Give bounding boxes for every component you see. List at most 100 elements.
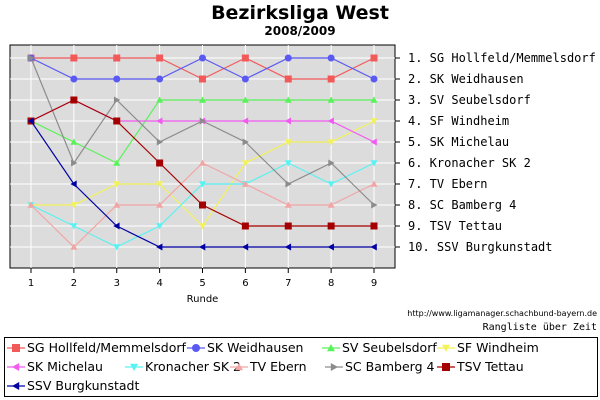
x-tick-label: 9 bbox=[371, 278, 377, 289]
data-point bbox=[199, 201, 206, 209]
rank-label: 9. TSV Tettau bbox=[408, 219, 502, 233]
rank-label: 8. SC Bamberg 4 bbox=[408, 198, 516, 212]
legend-swatch bbox=[187, 344, 205, 352]
data-point bbox=[27, 201, 35, 208]
legend-swatch bbox=[325, 363, 343, 371]
data-point bbox=[327, 243, 334, 251]
data-point bbox=[156, 54, 164, 62]
data-point bbox=[328, 159, 335, 167]
legend-label: SK Michelau bbox=[27, 359, 103, 374]
data-point bbox=[192, 344, 200, 352]
data-point bbox=[156, 138, 164, 146]
x-tick-label: 7 bbox=[285, 278, 291, 289]
data-point bbox=[199, 223, 206, 230]
data-point bbox=[371, 201, 378, 209]
data-point bbox=[370, 75, 378, 83]
data-point bbox=[241, 117, 249, 125]
data-point bbox=[28, 54, 35, 62]
data-point bbox=[442, 344, 450, 352]
data-point bbox=[370, 222, 378, 230]
data-point bbox=[113, 201, 121, 208]
data-point bbox=[241, 54, 249, 62]
data-point bbox=[113, 181, 121, 188]
data-point bbox=[284, 139, 292, 146]
data-point bbox=[156, 159, 164, 167]
data-point bbox=[71, 159, 78, 167]
data-point bbox=[241, 222, 249, 230]
data-point bbox=[113, 96, 121, 104]
data-point bbox=[370, 118, 378, 125]
data-point bbox=[156, 243, 163, 251]
legend-swatch bbox=[7, 382, 25, 390]
legend-label: SSV Burgkunstadt bbox=[27, 378, 140, 393]
data-point bbox=[284, 75, 292, 83]
x-tick-label: 1 bbox=[28, 278, 34, 289]
legend-swatch bbox=[322, 344, 340, 352]
data-point bbox=[199, 243, 206, 251]
data-point bbox=[370, 54, 378, 62]
rank-label: 2. SK Weidhausen bbox=[408, 72, 524, 86]
series-sc-bamberg-4 bbox=[28, 54, 378, 209]
rank-label: 5. SK Michelau bbox=[408, 135, 509, 149]
data-point bbox=[70, 202, 78, 209]
data-point bbox=[70, 223, 78, 230]
data-point bbox=[327, 117, 334, 125]
chart-subtitle: 2008/2009 bbox=[264, 24, 336, 38]
legend-swatch bbox=[437, 363, 455, 371]
data-point bbox=[442, 363, 450, 371]
credit-url: http://www.ligamanager.schachbund-bayern… bbox=[407, 309, 597, 318]
data-point bbox=[199, 96, 206, 103]
data-point bbox=[327, 181, 335, 188]
data-point bbox=[370, 180, 378, 187]
data-point bbox=[70, 180, 77, 188]
legend: SG Hollfeld/Memmelsdorf SK Weidhausen SV S… bbox=[4, 337, 598, 397]
credit-caption: Rangliste über Zeit bbox=[482, 322, 597, 333]
data-point bbox=[327, 139, 335, 146]
data-point bbox=[235, 363, 243, 371]
data-point bbox=[156, 201, 164, 208]
data-point bbox=[113, 159, 121, 166]
data-point bbox=[241, 160, 249, 167]
series-ssv-burgkunstadt bbox=[27, 117, 377, 251]
data-point bbox=[70, 75, 78, 83]
series-tv-ebern bbox=[27, 159, 378, 250]
legend-label: TV Ebern bbox=[250, 359, 307, 374]
x-tick-label: 4 bbox=[156, 278, 162, 289]
data-point bbox=[156, 96, 164, 103]
data-point bbox=[156, 223, 164, 230]
data-point bbox=[285, 180, 292, 188]
data-point bbox=[241, 180, 249, 187]
legend-label: SF Windheim bbox=[457, 340, 539, 355]
rank-label: 7. TV Ebern bbox=[408, 177, 487, 191]
legend-swatch bbox=[7, 344, 25, 352]
chart-title: Bezirksliga West bbox=[211, 2, 389, 24]
data-point bbox=[199, 117, 206, 125]
data-point bbox=[241, 96, 249, 103]
data-point bbox=[370, 138, 377, 146]
data-point bbox=[199, 181, 206, 188]
legend-swatch bbox=[230, 363, 248, 371]
rank-label: 3. SV Seubelsdorf bbox=[408, 93, 531, 107]
data-point bbox=[113, 244, 121, 251]
legend-label: Kronacher SK 2 bbox=[145, 359, 241, 374]
data-point bbox=[242, 138, 249, 146]
data-point bbox=[370, 160, 378, 167]
data-point bbox=[370, 96, 378, 103]
data-point bbox=[370, 243, 377, 251]
data-point bbox=[12, 363, 20, 371]
data-point bbox=[284, 117, 292, 125]
data-point bbox=[330, 363, 338, 371]
data-point bbox=[113, 54, 121, 62]
data-point bbox=[199, 54, 206, 62]
rank-label: 10. SSV Burgkunstadt bbox=[408, 240, 553, 254]
data-point bbox=[327, 54, 335, 62]
x-axis-label: Runde bbox=[187, 294, 219, 305]
data-point bbox=[327, 75, 335, 83]
data-point bbox=[70, 138, 78, 145]
data-point bbox=[27, 117, 34, 125]
x-tick-label: 8 bbox=[328, 278, 334, 289]
series-sk-weidhausen bbox=[27, 54, 378, 83]
data-point bbox=[113, 75, 121, 83]
rank-label: 4. SF Windheim bbox=[408, 114, 509, 128]
data-point bbox=[70, 243, 78, 250]
